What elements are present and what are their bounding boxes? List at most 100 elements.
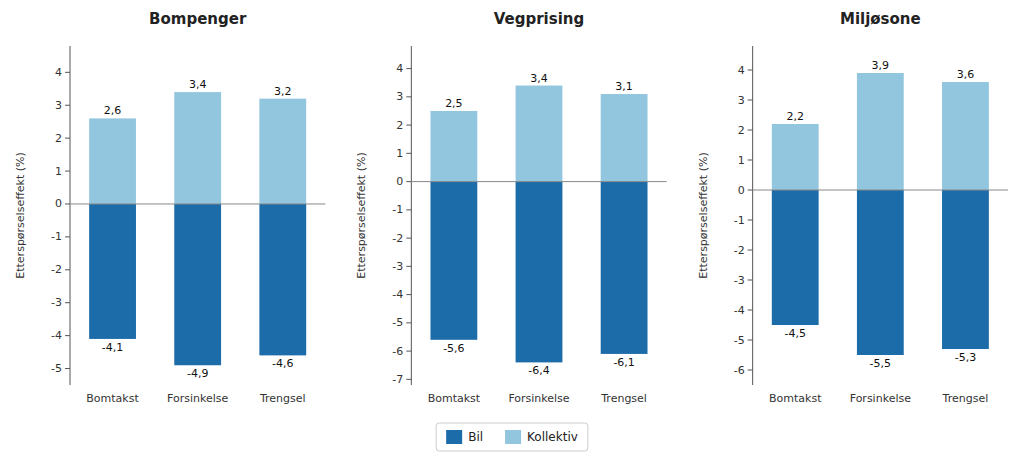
y-tick-label: -7 bbox=[392, 373, 403, 386]
data-label: -6,1 bbox=[613, 356, 634, 369]
y-tick-label: -3 bbox=[51, 296, 62, 309]
y-tick-label: -2 bbox=[51, 263, 62, 276]
y-tick bbox=[65, 302, 70, 303]
x-tick-label: Trengsel bbox=[942, 392, 989, 405]
bar bbox=[857, 73, 904, 190]
y-axis bbox=[70, 46, 71, 385]
y-tick-label: -1 bbox=[734, 214, 745, 227]
y-tick bbox=[406, 379, 411, 380]
bar bbox=[516, 86, 563, 182]
y-tick bbox=[65, 335, 70, 336]
y-tick bbox=[748, 160, 753, 161]
y-tick bbox=[65, 138, 70, 139]
data-label: 3,9 bbox=[872, 59, 890, 72]
y-tick bbox=[406, 266, 411, 267]
y-tick-label: -4 bbox=[392, 288, 403, 301]
data-label: 2,2 bbox=[786, 110, 804, 123]
y-tick bbox=[748, 370, 753, 371]
y-tick-label: 1 bbox=[738, 154, 745, 167]
x-tick-label: Forsinkelse bbox=[850, 392, 911, 405]
bar bbox=[942, 82, 989, 190]
bar bbox=[259, 99, 306, 204]
y-tick-label: 4 bbox=[738, 64, 745, 77]
y-tick bbox=[748, 280, 753, 281]
data-label: -5,6 bbox=[443, 342, 464, 355]
bar bbox=[516, 182, 563, 363]
bar bbox=[89, 204, 136, 339]
bar bbox=[601, 94, 648, 182]
title: Vegprising bbox=[494, 10, 584, 28]
x-tick-label: Trengsel bbox=[600, 392, 647, 405]
y-tick-label: -2 bbox=[734, 244, 745, 257]
y-tick bbox=[65, 236, 70, 237]
y-axis bbox=[752, 46, 753, 385]
panel: Bompenger-5-4-3-2-101234Etterspørselseff… bbox=[14, 10, 325, 405]
y-tick bbox=[65, 171, 70, 172]
legend-label: Bil bbox=[468, 430, 483, 444]
bar bbox=[174, 92, 221, 204]
y-tick-label: 0 bbox=[55, 197, 62, 210]
title: Bompenger bbox=[149, 10, 247, 28]
y-tick-label: 4 bbox=[55, 66, 62, 79]
y-tick bbox=[406, 238, 411, 239]
data-label: 3,2 bbox=[274, 85, 292, 98]
y-tick-label: -3 bbox=[734, 274, 745, 287]
data-label: 2,5 bbox=[445, 97, 463, 110]
y-tick bbox=[406, 322, 411, 323]
y-tick bbox=[406, 96, 411, 97]
y-tick bbox=[406, 209, 411, 210]
y-tick bbox=[406, 153, 411, 154]
legend-swatch bbox=[446, 430, 462, 444]
zero-line bbox=[753, 190, 1008, 191]
zero-line bbox=[70, 203, 325, 204]
bar bbox=[772, 190, 819, 325]
y-tick-label: 2 bbox=[396, 119, 403, 132]
y-tick bbox=[65, 269, 70, 270]
y-tick bbox=[406, 351, 411, 352]
y-tick-label: 0 bbox=[738, 184, 745, 197]
y-tick bbox=[406, 294, 411, 295]
bars bbox=[89, 92, 306, 365]
bar bbox=[174, 204, 221, 365]
y-tick bbox=[65, 203, 70, 204]
bar bbox=[259, 204, 306, 355]
y-tick bbox=[65, 368, 70, 369]
legend-label: Kollektiv bbox=[527, 430, 578, 444]
data-label: -6,4 bbox=[528, 364, 549, 377]
y-tick-label: -1 bbox=[51, 230, 62, 243]
y-axis-label: Etterspørselseffekt (%) bbox=[14, 152, 27, 278]
legend: Bil Kollektiv bbox=[436, 423, 588, 451]
x-tick-label: Forsinkelse bbox=[167, 392, 228, 405]
y-tick bbox=[748, 310, 753, 311]
y-tick bbox=[748, 220, 753, 221]
panel: Miljøsone-6-5-4-3-2-101234Etterspørselse… bbox=[697, 10, 1008, 405]
y-tick-label: -5 bbox=[392, 316, 403, 329]
x-tick-label: Forsinkelse bbox=[508, 392, 569, 405]
y-tick-label: 4 bbox=[396, 62, 403, 75]
y-tick bbox=[748, 130, 753, 131]
y-tick bbox=[406, 181, 411, 182]
y-tick bbox=[748, 100, 753, 101]
y-tick bbox=[748, 340, 753, 341]
y-tick-label: -4 bbox=[51, 329, 62, 342]
y-axis-label: Etterspørselseffekt (%) bbox=[697, 152, 710, 278]
y-axis-label: Etterspørselseffekt (%) bbox=[355, 152, 368, 278]
y-tick-label: 2 bbox=[738, 124, 745, 137]
y-tick-label: -1 bbox=[392, 203, 403, 216]
y-tick-label: 2 bbox=[55, 132, 62, 145]
data-label: -4,1 bbox=[102, 341, 123, 354]
data-label: 3,1 bbox=[615, 80, 633, 93]
y-tick bbox=[748, 70, 753, 71]
y-tick bbox=[748, 250, 753, 251]
bar bbox=[601, 182, 648, 354]
data-label: 3,6 bbox=[957, 68, 975, 81]
data-label: 3,4 bbox=[530, 72, 548, 85]
y-tick-label: -6 bbox=[734, 364, 745, 377]
y-tick-label: -5 bbox=[734, 334, 745, 347]
y-tick-label: 0 bbox=[396, 175, 403, 188]
chart: Bompenger-5-4-3-2-101234Etterspørselseff… bbox=[0, 0, 1024, 459]
data-label: 2,6 bbox=[104, 104, 122, 117]
bar bbox=[430, 182, 477, 340]
data-label: 3,4 bbox=[189, 78, 207, 91]
y-tick-label: -4 bbox=[734, 304, 745, 317]
